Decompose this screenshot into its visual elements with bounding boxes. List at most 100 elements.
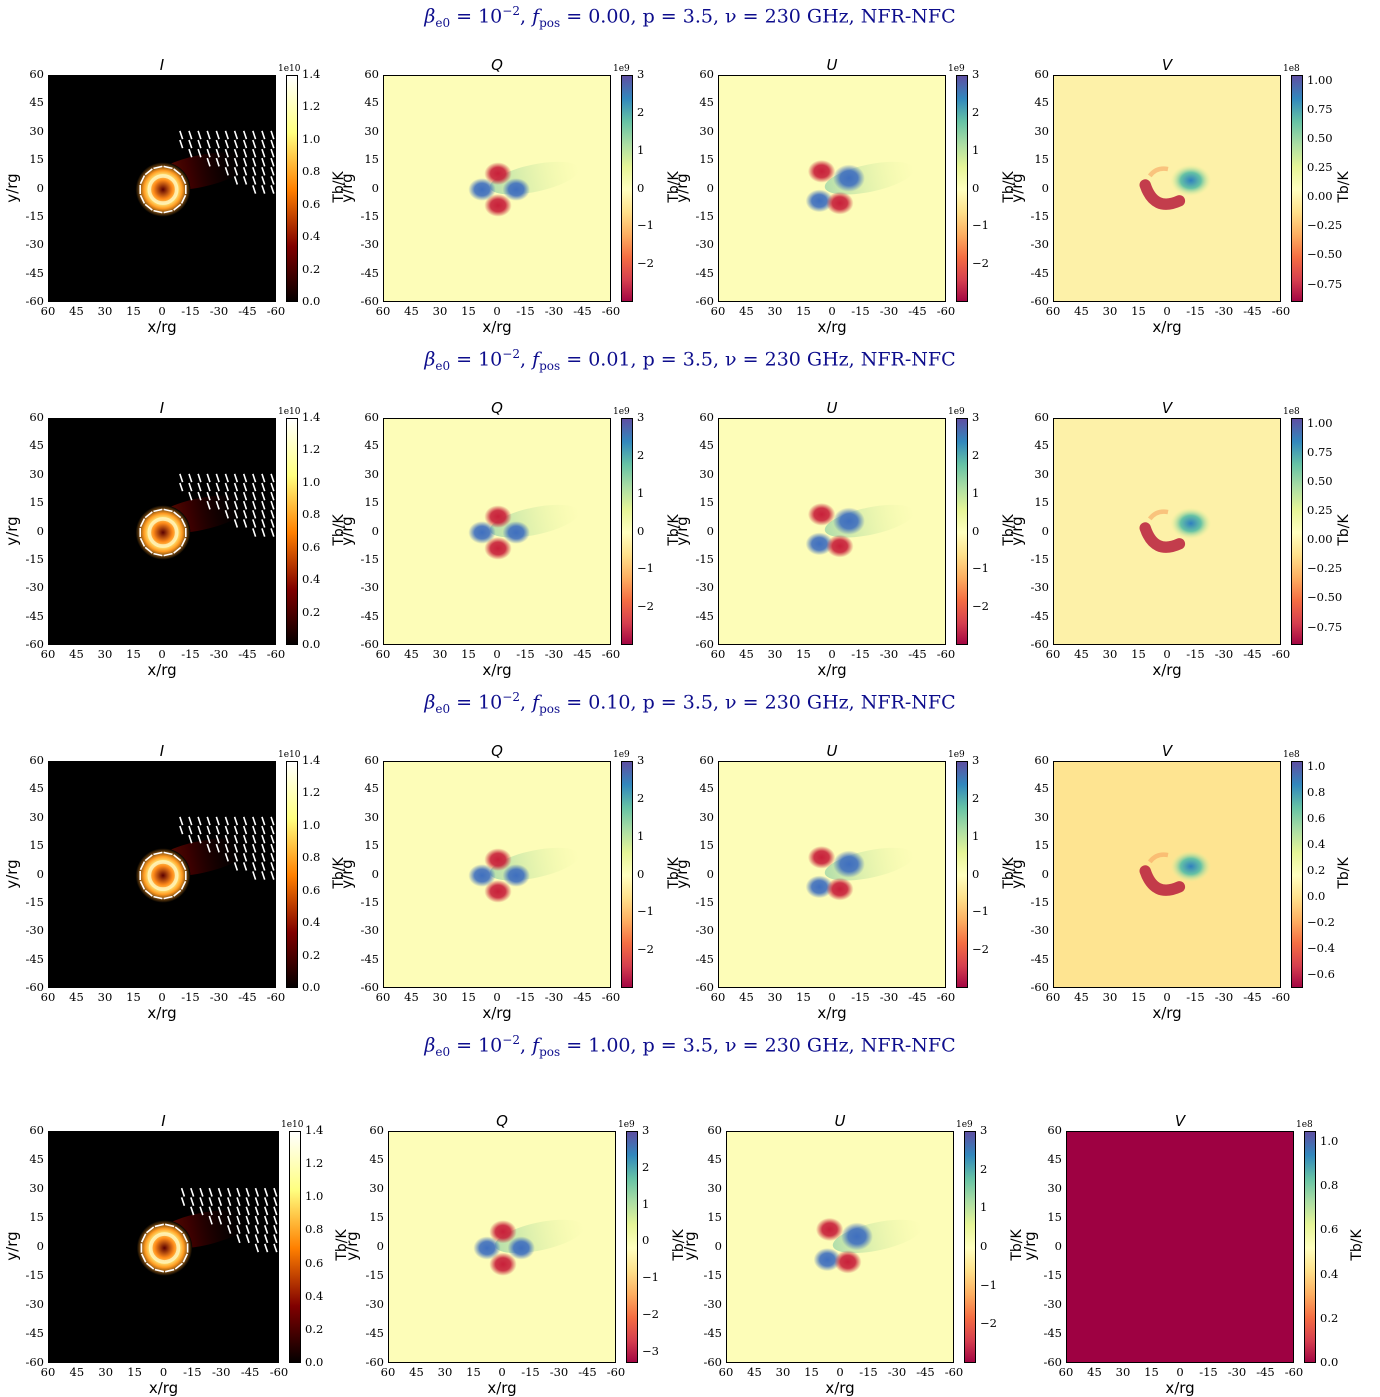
title-beta: β	[424, 348, 436, 371]
positive-lobe	[841, 1222, 873, 1251]
colorbar-tick-label: −1	[642, 1270, 659, 1285]
colorbar-exponent: 1e9	[948, 407, 965, 417]
evpa-tick	[224, 139, 229, 149]
evpa-tick	[224, 834, 229, 844]
evpa-tick	[233, 816, 239, 826]
y-tick-label: -30	[695, 237, 714, 252]
background	[1054, 419, 1280, 644]
title-comma: ,	[519, 1034, 533, 1057]
evpa-tick	[270, 473, 275, 483]
x-tick-label: 15	[796, 304, 811, 318]
y-tick-label: 15	[1034, 152, 1049, 167]
colorbar-tick-label: 2	[980, 1161, 988, 1176]
positive-lobe	[805, 875, 833, 899]
evpa-tick	[224, 853, 229, 862]
evpa-tick	[206, 816, 211, 826]
colorbar-tick-label: 2	[637, 790, 645, 805]
negative-lobe	[826, 534, 854, 558]
positive-lobe	[502, 864, 530, 887]
evpa-tick	[179, 816, 184, 826]
x-tick-label: 30	[1102, 647, 1118, 661]
x-tick-label: -15	[859, 1365, 878, 1379]
title-beta-sub: e0	[435, 702, 451, 717]
title-eq: = 10	[450, 1034, 503, 1057]
evpa-tick	[252, 185, 257, 194]
positive-lobe	[1170, 507, 1212, 540]
evpa-tick	[144, 546, 153, 554]
x-tick-label: -30	[209, 647, 229, 661]
title-rest: , p = 3.5, ν = 230 GHz, NFR-NFC	[630, 1034, 956, 1057]
x-tick-label: 30	[97, 990, 113, 1004]
positive-lobe	[507, 1236, 535, 1260]
x-tick-label: -15	[181, 990, 200, 1004]
evpa-tick	[188, 834, 193, 844]
evpa-tick	[270, 482, 275, 492]
x-tick-label: 15	[126, 647, 141, 661]
evpa-tick	[242, 816, 248, 826]
evpa-tick	[153, 508, 163, 513]
negative-lobe	[484, 162, 512, 185]
evpa-tick	[236, 1215, 241, 1225]
title-fpos-val: = 0.00	[560, 5, 631, 28]
evpa-tick	[261, 139, 266, 149]
evpa-tick	[254, 1197, 260, 1207]
x-tick-label: -45	[908, 990, 927, 1004]
x-tick-label: 0	[498, 1365, 506, 1379]
evpa-tick	[163, 508, 173, 513]
y-tick-label: 0	[1054, 1239, 1062, 1253]
x-tick-label: 60	[375, 990, 391, 1004]
colorbar-tick-label: 0.4	[302, 229, 321, 244]
y-tick-label: 15	[1034, 838, 1049, 853]
evpa-tick	[215, 130, 220, 140]
colorbar-U	[964, 1131, 977, 1364]
colorbar-tick-label: −0.50	[1307, 590, 1343, 605]
evpa-tick	[180, 1197, 186, 1207]
evpa-tick	[180, 1187, 186, 1197]
x-tick-label: -15	[1186, 990, 1205, 1004]
title-fpos: f	[532, 691, 540, 714]
panel-title: I	[159, 742, 165, 760]
evpa-tick	[164, 1223, 175, 1228]
colorbar-tick-label: 0.4	[1307, 837, 1326, 852]
x-tick-label: -60	[944, 1365, 964, 1379]
panel-title: I	[159, 399, 165, 417]
evpa-tick	[270, 139, 275, 149]
negative-lobe	[484, 194, 512, 217]
evpa-tick	[252, 853, 257, 862]
colorbar-svg	[627, 1132, 639, 1364]
colorbar-tick-label: 3	[637, 753, 645, 767]
x-tick-label: 45	[69, 990, 84, 1004]
y-tick-label: 0	[36, 523, 44, 538]
evpa-tick	[261, 473, 266, 483]
y-axis-label: y/rg	[3, 858, 21, 889]
y-tick-label: -60	[360, 294, 379, 308]
colorbar-tick-label: 0.0	[1320, 1355, 1339, 1369]
colorbar-svg	[622, 762, 634, 989]
colorbar-tick-label: 0	[972, 180, 980, 195]
colorbar-fill	[622, 419, 634, 646]
negative-crescent	[1139, 865, 1186, 896]
colorbar-tick-label: 3	[980, 1123, 988, 1137]
panel-title: Q	[496, 1112, 508, 1130]
evpa-tick	[163, 552, 173, 557]
colorbar-fill	[287, 419, 299, 646]
x-axis-label: x/rg	[1152, 1004, 1182, 1022]
evpa-tick	[163, 895, 173, 900]
y-tick-label: 30	[364, 123, 379, 138]
negative-lobe	[807, 502, 836, 526]
x-tick-label: -60	[1284, 1365, 1304, 1379]
colorbar-fill	[290, 1132, 302, 1364]
y-tick-label: -30	[360, 580, 379, 595]
y-tick-label: 30	[29, 809, 44, 824]
colorbar-tick-label: 0.6	[302, 196, 321, 211]
evpa-tick	[154, 1268, 165, 1273]
y-tick-label: -30	[25, 580, 44, 595]
evpa-tick	[261, 482, 266, 492]
title-fpos: f	[532, 348, 540, 371]
colorbar-tick-label: 3	[637, 67, 645, 81]
colorbar-tick-label: −2	[637, 599, 654, 614]
x-tick-label: 60	[40, 304, 56, 318]
y-tick-label: 30	[29, 123, 44, 138]
evpa-tick	[227, 1197, 232, 1207]
y-tick-label: -15	[695, 551, 714, 566]
